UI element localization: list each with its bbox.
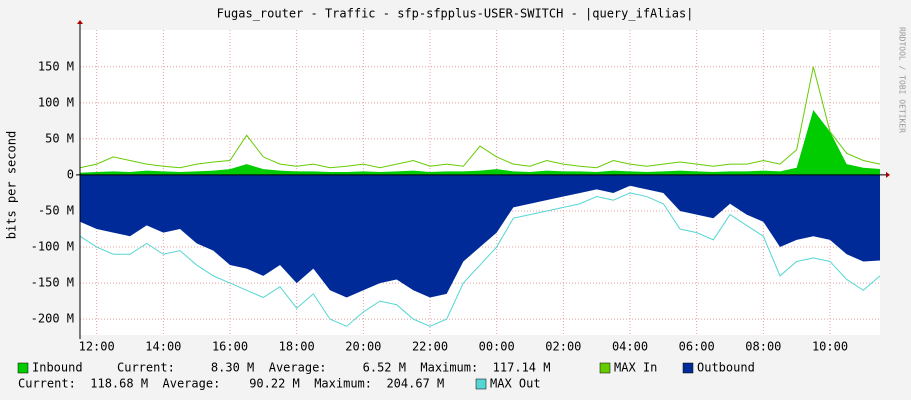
legend: Inbound MAX In Outbound MAX Out Current: 118… — [17, 361, 755, 391]
y-tick-label: 50 M — [45, 131, 74, 145]
axis-arrow — [77, 20, 83, 24]
x-tick-label: 12:00 — [79, 340, 115, 354]
legend-summary: Current: 118.68 M Average: 90.22 M Maxim… — [18, 377, 444, 391]
legend-swatch — [17, 362, 29, 374]
legend-label: MAX In — [614, 361, 657, 375]
legend-summary: Current: 8.30 M Average: 6.52 M Maximum:… — [117, 361, 550, 375]
legend-swatch — [682, 362, 694, 374]
x-tick-label: 00:00 — [479, 340, 515, 354]
plot — [76, 20, 890, 339]
legend-label: Outbound — [697, 361, 755, 375]
legend-swatch — [475, 378, 487, 390]
x-tick-label: 22:00 — [412, 340, 448, 354]
x-tick-label: 10:00 — [812, 340, 848, 354]
x-tick-label: 06:00 — [679, 340, 715, 354]
x-tick-label: 04:00 — [612, 340, 648, 354]
legend-swatch — [599, 362, 611, 374]
y-tick-label: -200 M — [31, 312, 74, 326]
area — [80, 174, 880, 298]
y-tick-label: -150 M — [31, 276, 74, 290]
y-tick-label: -50 M — [38, 203, 74, 217]
x-tick-label: 08:00 — [745, 340, 781, 354]
axis-arrow — [886, 171, 890, 178]
y-axis-label: bits per second — [5, 131, 19, 239]
legend-label: MAX Out — [490, 377, 541, 391]
chart-title: Fugas_router - Traffic - sfp-sfpplus-USE… — [217, 7, 694, 21]
area — [80, 110, 880, 175]
y-tick-label: -100 M — [31, 240, 74, 254]
watermark: RRDTOOL / TOBI OETIKER — [898, 27, 907, 133]
line — [79, 192, 881, 327]
line — [79, 66, 881, 169]
x-tick-label: 20:00 — [345, 340, 381, 354]
x-tick-label: 18:00 — [279, 340, 315, 354]
y-tick-label: 150 M — [38, 59, 74, 73]
x-tick-label: 16:00 — [212, 340, 248, 354]
y-tick-label: 100 M — [38, 95, 74, 109]
y-tick-label: 0 — [67, 167, 74, 181]
legend-label: Inbound — [32, 361, 83, 375]
x-tick-label: 02:00 — [545, 340, 581, 354]
x-tick-label: 14:00 — [145, 340, 181, 354]
